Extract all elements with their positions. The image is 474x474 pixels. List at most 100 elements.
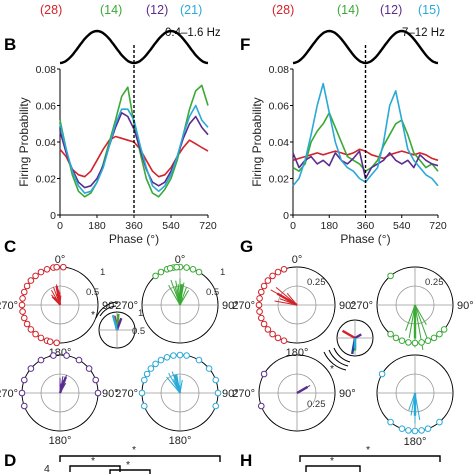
polar-cell-marker-c-green — [183, 264, 190, 271]
polar-cell-marker-g-red — [260, 282, 268, 290]
polar-label-90-g-red: 90° — [339, 300, 356, 312]
x-axis-title-b: Phase (°) — [109, 232, 159, 246]
line-chart-b: 0 0.02 0.04 0.06 0.08 0 180 360 540 720 Phase (°) F… — [17, 45, 217, 246]
polar-cell-marker-c-red — [27, 326, 35, 333]
polar-cell-marker-c-cyan — [205, 365, 213, 372]
polar-cell-marker-c-green — [166, 264, 174, 272]
freq-label-f: 7–12 Hz — [402, 27, 445, 39]
panel-letter-g: G — [240, 237, 253, 256]
x-tick-label-b: 360 — [125, 220, 143, 232]
combined-arc-2 — [95, 301, 117, 319]
polar-radius-label-c-red: 0.5 — [86, 287, 99, 298]
polar-label-90-g-green: 90° — [457, 300, 474, 312]
polar-cell-marker-c-red — [20, 288, 28, 296]
combined-radius-label-c-05: 0.5 — [132, 326, 145, 337]
panel-letter-d: D — [4, 451, 16, 470]
polar-radius-label-c-red: 1 — [100, 267, 105, 278]
polar-label-270-g-green: 270° — [350, 300, 373, 312]
count-purple-right: (12) — [380, 3, 402, 17]
axis-d-digit: 4 — [44, 463, 50, 474]
bracket-h-long-star: * — [366, 444, 370, 456]
polar-radius-label-c-green: 0.5 — [206, 287, 219, 298]
polar-cell-marker-g-cyan — [411, 427, 419, 435]
polar-cell-marker-c-cyan — [212, 376, 220, 384]
polar-cell-marker-c-cyan — [212, 402, 220, 410]
polar-label-90-c-cyan: 90° — [222, 388, 239, 400]
polar-vector-g-green — [414, 304, 427, 325]
x-tick-label-b: 180 — [88, 220, 106, 232]
y-tick-label-b: 0.02 — [36, 174, 57, 186]
polar-cell-marker-g-red — [280, 337, 288, 345]
count-purple-left: (12) — [146, 3, 168, 17]
x-tick-label-f: 0 — [290, 220, 296, 232]
polar-label-180-c-cyan: 180° — [169, 435, 192, 447]
bracket-d-short1 — [69, 465, 121, 472]
combined-arc-g-1 — [333, 347, 351, 363]
polar-cell-marker-c-purple — [27, 365, 35, 372]
polar-cell-marker-g-red — [256, 308, 263, 315]
bracket-d-short2 — [109, 469, 151, 474]
combined-star-c: * — [91, 309, 95, 321]
polar-cell-marker-g-green — [436, 330, 443, 338]
polar-label-180-c-purple: 180° — [49, 435, 72, 447]
x-tick-label-f: 180 — [320, 220, 338, 232]
polar-cell-marker-c-cyan — [183, 352, 190, 359]
polar-cell-marker-c-cyan — [147, 365, 155, 372]
panel-letter-h: H — [240, 451, 252, 470]
polar-cell-marker-g-red — [255, 301, 263, 309]
series-line-purple-b — [59, 112, 209, 189]
polar-radius-label-g-green: 0.25 — [425, 277, 444, 288]
polar-vector-c-green — [179, 289, 189, 306]
polar-cell-marker-g-red — [257, 314, 265, 322]
polar-cell-marker-c-red — [37, 334, 45, 342]
polar-cell-marker-g-cyan — [436, 418, 443, 426]
x-axis-title-f: Phase (°) — [340, 232, 390, 246]
polar-cell-marker-c-purple — [50, 352, 57, 359]
polar-cell-marker-g-cyan — [405, 427, 412, 434]
polar-cell-marker-c-purple — [20, 376, 28, 384]
bracket-d-short1-star: * — [91, 455, 95, 467]
polar-cell-marker-g-cyan — [418, 427, 425, 434]
polar-cell-marker-c-cyan — [138, 389, 146, 397]
polar-cell-marker-c-red — [43, 265, 51, 273]
significance-brackets-d: * * * 4 — [44, 444, 221, 474]
polar-cell-marker-c-purple — [18, 389, 26, 397]
polar-cell-marker-c-purple — [85, 365, 93, 372]
y-tick-label-f: 0 — [283, 210, 289, 222]
polar-label-90-g-purple: 90° — [339, 388, 356, 400]
freq-label-b: 0.4–1.6 Hz — [165, 27, 221, 39]
polar-cell-marker-g-green — [424, 337, 432, 345]
polar-cell-marker-g-green — [387, 330, 394, 338]
polar-cell-marker-g-red — [264, 326, 272, 333]
polar-label-90-c-green: 90° — [222, 300, 239, 312]
combined-mean-vector-g-red — [341, 329, 356, 340]
bracket-h-short — [305, 465, 361, 472]
polar-cell-marker-g-cyan — [398, 425, 406, 433]
combined-arc-g-2 — [328, 349, 349, 367]
polar-cell-marker-c-red — [37, 268, 45, 276]
count-green-right: (14) — [337, 3, 359, 17]
polar-cell-marker-g-green — [392, 334, 400, 342]
polar-cell-marker-c-red — [18, 301, 26, 309]
polar-mean-vector-g-red — [276, 292, 298, 307]
polar-cell-marker-g-cyan — [424, 425, 432, 433]
polar-label-0-c-green: 0° — [175, 254, 186, 266]
polar-cell-marker-c-red — [20, 314, 28, 322]
bracket-d-short2-star: * — [126, 459, 130, 471]
polar-cell-marker-g-green — [418, 339, 425, 346]
polar-vector-c-green — [168, 285, 181, 306]
polar-cell-marker-c-purple — [92, 376, 100, 384]
count-red-left: (28) — [40, 3, 62, 17]
combined-mean-vector-cyan — [111, 314, 119, 331]
count-green-left: (14) — [100, 3, 122, 17]
polar-mean-vector-c-red — [55, 286, 62, 306]
polar-cell-marker-c-cyan — [176, 351, 184, 359]
combined-mean-vector-g-purple — [354, 333, 362, 340]
polar-cell-marker-g-red — [260, 320, 268, 328]
polar-cell-marker-c-cyan — [195, 356, 203, 364]
polar-cell-marker-c-green — [189, 265, 197, 273]
x-tick-label-f: 360 — [357, 220, 375, 232]
polar-cell-marker-c-red — [27, 277, 35, 284]
polar-cell-marker-c-green — [152, 272, 159, 280]
